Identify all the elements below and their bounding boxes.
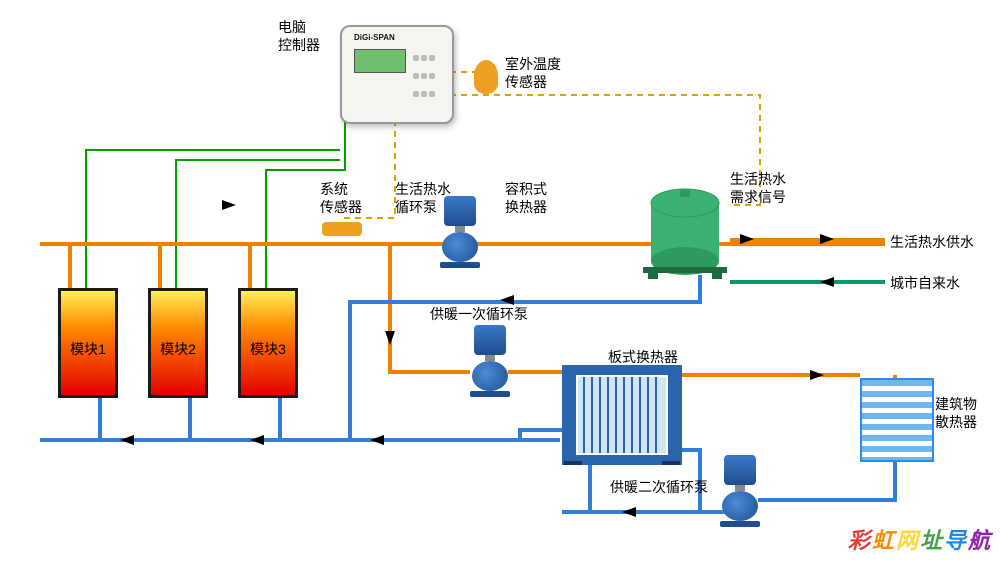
system-sensor-label: 系统 传感器 (320, 180, 362, 216)
plate-heat-exchanger (562, 365, 682, 465)
pipe-layer (0, 0, 1000, 561)
building-radiator (860, 378, 934, 462)
volumetric-heater-label: 容积式 换热器 (505, 180, 547, 216)
diagram-stage: DiGi-SPAN 电脑 控制器 室外温度 传感器 系统 传感器 生活热水 循环… (0, 0, 1000, 561)
dhw-demand-label: 生活热水 需求信号 (730, 170, 786, 206)
system-sensor (322, 222, 362, 236)
heating-secondary-pump-label: 供暖二次循环泵 (610, 478, 708, 496)
controller-brand: DiGi-SPAN (354, 33, 395, 42)
heating-primary-pump-label: 供暖一次循环泵 (430, 305, 528, 323)
dhw-supply-label: 生活热水供水 (890, 233, 974, 251)
module2-label: 模块2 (151, 339, 205, 359)
radiator-label: 建筑物 散热器 (935, 395, 977, 431)
watermark: 彩虹网址导航 (848, 523, 992, 555)
volumetric-heat-exchanger (640, 185, 730, 280)
computer-controller: DiGi-SPAN (340, 25, 454, 124)
controller-label: 电脑 控制器 (278, 18, 320, 54)
boiler-module-3: 模块3 (238, 288, 298, 398)
boiler-module-2: 模块2 (148, 288, 208, 398)
controller-screen (354, 49, 406, 73)
dhw-pump-label: 生活热水 循环泵 (395, 180, 451, 216)
outdoor-sensor-label: 室外温度 传感器 (505, 55, 561, 91)
module3-label: 模块3 (241, 339, 295, 359)
plate-hex-label: 板式换热器 (608, 348, 678, 366)
controller-buttons (412, 49, 442, 83)
city-water-label: 城市自来水 (890, 274, 960, 292)
boiler-module-1: 模块1 (58, 288, 118, 398)
module1-label: 模块1 (61, 339, 115, 359)
heating-secondary-pump (720, 455, 760, 527)
heating-primary-pump (470, 325, 510, 397)
outdoor-temp-sensor (474, 60, 498, 94)
